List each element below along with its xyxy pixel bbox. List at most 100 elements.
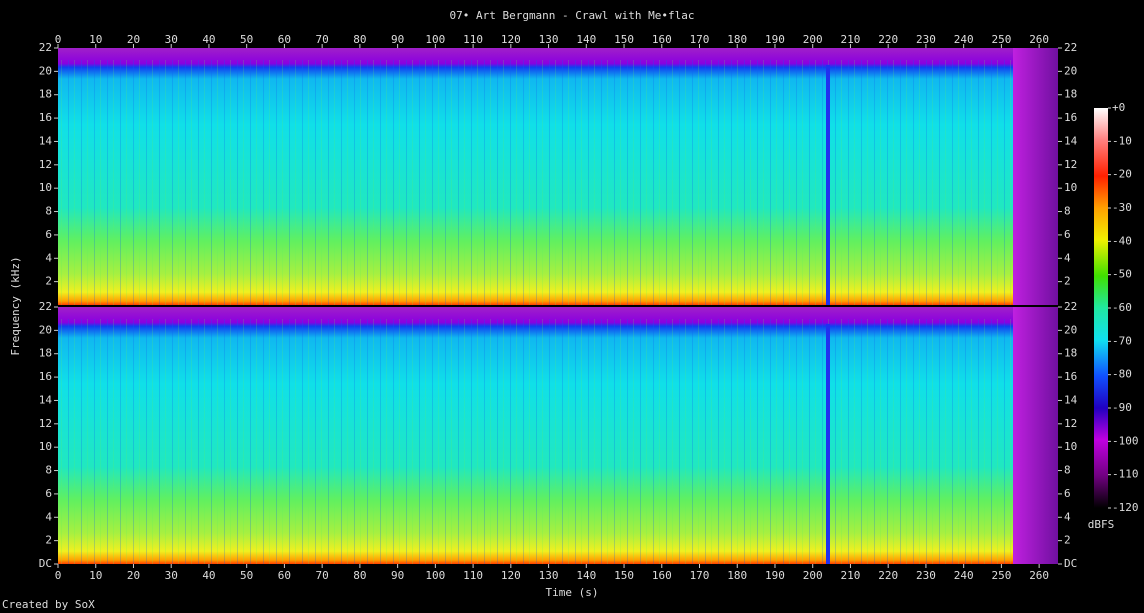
y-tick-label: 16 (1064, 370, 1077, 383)
y-tick-label: 16 (39, 111, 52, 124)
y-tick-label: 10 (39, 181, 52, 194)
y-tick-label: 14 (39, 134, 53, 147)
x-tick-label: 250 (991, 569, 1011, 582)
plot-2 (58, 307, 1058, 564)
x-tick-label: 90 (391, 33, 404, 46)
x-tick-label: 110 (463, 569, 483, 582)
spectrogram-texture (58, 319, 1013, 564)
x-tick-label: 160 (652, 33, 672, 46)
y-tick-label: 2 (45, 275, 52, 288)
x-tick-label: 70 (316, 33, 329, 46)
x-tick-label: 140 (576, 33, 596, 46)
x-tick-label: 130 (539, 569, 559, 582)
x-tick-label: 40 (202, 569, 215, 582)
x-tick-label: 240 (954, 569, 974, 582)
x-tick-label: 190 (765, 33, 785, 46)
x-tick-label: 80 (353, 33, 366, 46)
x-tick-label: 10 (89, 569, 102, 582)
y-tick-label: DC (1064, 557, 1077, 570)
x-tick-label: 260 (1029, 569, 1049, 582)
x-tick-label: 70 (316, 569, 329, 582)
y-tick-label: 18 (1064, 347, 1077, 360)
y-tick-label: 4 (45, 510, 52, 523)
x-tick-label: 170 (690, 569, 710, 582)
x-tick-label: 180 (727, 569, 747, 582)
x-tick-label: 230 (916, 569, 936, 582)
x-tick-label: 80 (353, 569, 366, 582)
x-tick-label: 140 (576, 569, 596, 582)
y-tick-label: 12 (39, 158, 52, 171)
y-tick-label: 2 (1064, 534, 1071, 547)
x-tick-label: 30 (165, 569, 178, 582)
x-tick-label: 120 (501, 569, 521, 582)
y-tick-label: 18 (39, 347, 52, 360)
y-tick-label: 20 (39, 323, 52, 336)
y-tick-label: 18 (1064, 88, 1077, 101)
x-tick-label: 150 (614, 569, 634, 582)
colorbar-tick-label: +0 (1112, 101, 1125, 114)
x-tick-label: 180 (727, 33, 747, 46)
y-axis-label: Frequency (kHz) (9, 256, 22, 355)
y-tick-label: 20 (1064, 323, 1077, 336)
y-tick-label: 14 (1064, 393, 1078, 406)
x-tick-label: 190 (765, 569, 785, 582)
y-tick-label: 10 (39, 440, 52, 453)
y-tick-label: 10 (1064, 181, 1077, 194)
x-axis-label: Time (s) (546, 586, 599, 599)
x-tick-label: 120 (501, 33, 521, 46)
y-tick-label: DC (39, 557, 52, 570)
x-tick-label: 200 (803, 569, 823, 582)
plot-1 (58, 48, 1058, 305)
y-tick-label: 4 (45, 251, 52, 264)
y-tick-label: 12 (1064, 417, 1077, 430)
x-tick-label: 50 (240, 33, 253, 46)
x-tick-label: 210 (841, 569, 861, 582)
y-tick-label: 4 (1064, 510, 1071, 523)
colorbar-tick-label: -120 (1112, 501, 1139, 514)
x-tick-label: 110 (463, 33, 483, 46)
y-tick-label: 22 (39, 41, 52, 54)
y-tick-label: 2 (1064, 275, 1071, 288)
x-tick-label: 210 (841, 33, 861, 46)
colorbar-tick-label: -110 (1112, 468, 1139, 481)
x-tick-label: 30 (165, 33, 178, 46)
x-tick-label: 10 (89, 33, 102, 46)
y-tick-label: 20 (39, 64, 52, 77)
x-tick-label: 260 (1029, 33, 1049, 46)
spectrogram-tail (1013, 48, 1058, 305)
credit: Created by SoX (2, 598, 95, 611)
y-tick-label: 6 (1064, 228, 1071, 241)
y-tick-label: 22 (1064, 41, 1077, 54)
x-tick-label: 220 (878, 33, 898, 46)
x-tick-label: 240 (954, 33, 974, 46)
y-tick-label: 22 (39, 300, 52, 313)
y-tick-label: 10 (1064, 440, 1077, 453)
x-tick-label: 40 (202, 33, 215, 46)
x-tick-label: 0 (55, 569, 62, 582)
x-tick-label: 20 (127, 569, 140, 582)
x-tick-label: 20 (127, 33, 140, 46)
colorbar-tick-label: -10 (1112, 134, 1132, 147)
y-tick-label: 8 (45, 205, 52, 218)
chart-title: 07• Art Bergmann - Crawl with Me•flac (449, 9, 694, 22)
y-tick-label: 6 (45, 487, 52, 500)
y-tick-label: 6 (1064, 487, 1071, 500)
y-tick-label: 14 (39, 393, 53, 406)
y-tick-label: 12 (1064, 158, 1077, 171)
colorbar-tick-label: -80 (1112, 368, 1132, 381)
colorbar-tick-label: -70 (1112, 334, 1132, 347)
x-tick-label: 230 (916, 33, 936, 46)
y-tick-label: 4 (1064, 251, 1071, 264)
x-tick-label: 250 (991, 33, 1011, 46)
colorbar (1094, 108, 1108, 508)
colorbar-tick-label: -40 (1112, 234, 1132, 247)
y-tick-label: 8 (1064, 205, 1071, 218)
y-tick-label: 2 (45, 534, 52, 547)
dropout (826, 65, 830, 305)
x-tick-label: 130 (539, 33, 559, 46)
x-tick-label: 160 (652, 569, 672, 582)
colorbar-tick-label: -100 (1112, 434, 1139, 447)
y-tick-label: 16 (39, 370, 52, 383)
x-tick-label: 60 (278, 569, 291, 582)
